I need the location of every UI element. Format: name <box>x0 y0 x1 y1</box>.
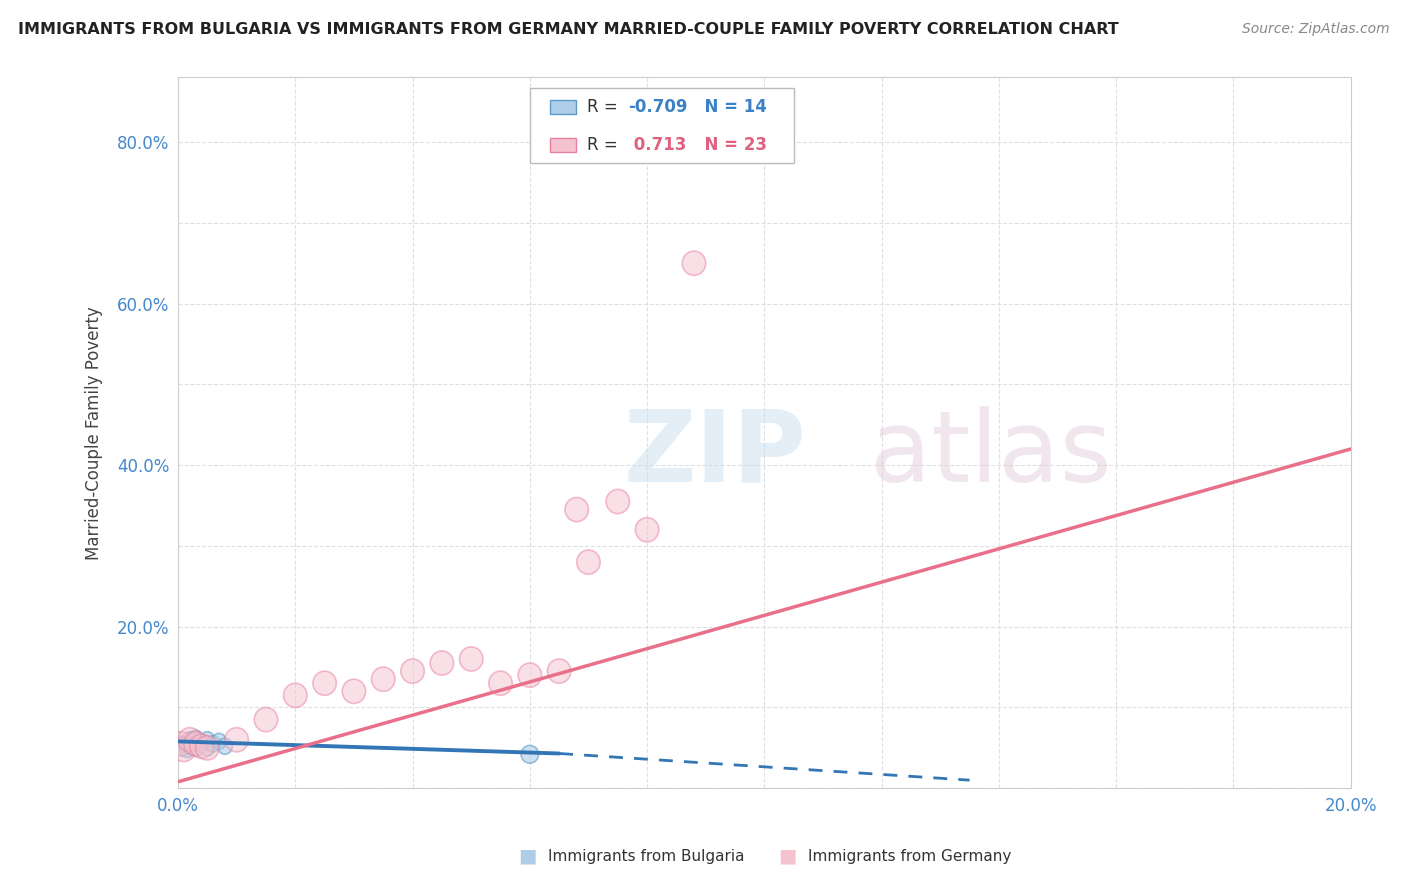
Text: Immigrants from Bulgaria: Immigrants from Bulgaria <box>548 849 745 863</box>
Ellipse shape <box>225 728 249 752</box>
Ellipse shape <box>430 651 454 675</box>
Text: 0.713: 0.713 <box>628 136 686 154</box>
Ellipse shape <box>212 733 226 749</box>
Text: IMMIGRANTS FROM BULGARIA VS IMMIGRANTS FROM GERMANY MARRIED-COUPLE FAMILY POVERT: IMMIGRANTS FROM BULGARIA VS IMMIGRANTS F… <box>18 22 1119 37</box>
Ellipse shape <box>194 736 209 752</box>
Ellipse shape <box>636 517 659 541</box>
Text: ■: ■ <box>778 847 797 866</box>
Ellipse shape <box>188 739 202 756</box>
Ellipse shape <box>200 739 215 756</box>
Ellipse shape <box>218 739 232 755</box>
Ellipse shape <box>173 739 188 756</box>
Ellipse shape <box>401 659 425 683</box>
Ellipse shape <box>682 252 706 276</box>
Ellipse shape <box>576 550 600 574</box>
Ellipse shape <box>190 734 214 758</box>
Ellipse shape <box>254 707 278 731</box>
Ellipse shape <box>606 490 630 514</box>
Text: R =: R = <box>588 98 623 116</box>
FancyBboxPatch shape <box>530 88 793 162</box>
FancyBboxPatch shape <box>550 138 575 152</box>
Ellipse shape <box>517 663 541 687</box>
Ellipse shape <box>489 671 512 696</box>
Ellipse shape <box>169 731 193 756</box>
Ellipse shape <box>179 728 201 752</box>
Ellipse shape <box>184 731 207 756</box>
Ellipse shape <box>547 659 571 683</box>
Ellipse shape <box>371 667 395 691</box>
Ellipse shape <box>314 671 336 696</box>
Ellipse shape <box>565 498 589 522</box>
Ellipse shape <box>200 731 215 747</box>
Ellipse shape <box>460 647 482 671</box>
Ellipse shape <box>205 736 221 752</box>
Ellipse shape <box>183 731 197 747</box>
Ellipse shape <box>195 736 219 760</box>
Text: R =: R = <box>588 136 623 154</box>
FancyBboxPatch shape <box>550 100 575 114</box>
Text: ZIP: ZIP <box>624 406 807 503</box>
Ellipse shape <box>284 683 307 707</box>
Text: Source: ZipAtlas.com: Source: ZipAtlas.com <box>1241 22 1389 37</box>
Ellipse shape <box>180 741 194 757</box>
Text: -0.709: -0.709 <box>628 98 688 116</box>
Text: N = 23: N = 23 <box>693 136 766 154</box>
Y-axis label: Married-Couple Family Poverty: Married-Couple Family Poverty <box>86 306 103 559</box>
Ellipse shape <box>183 739 197 755</box>
Ellipse shape <box>342 679 366 704</box>
Ellipse shape <box>188 730 202 747</box>
Text: N = 14: N = 14 <box>693 98 766 116</box>
Text: atlas: atlas <box>870 406 1112 503</box>
Ellipse shape <box>172 738 195 762</box>
Text: ■: ■ <box>517 847 537 866</box>
Text: Immigrants from Germany: Immigrants from Germany <box>808 849 1012 863</box>
Ellipse shape <box>177 736 191 752</box>
Ellipse shape <box>522 746 538 764</box>
